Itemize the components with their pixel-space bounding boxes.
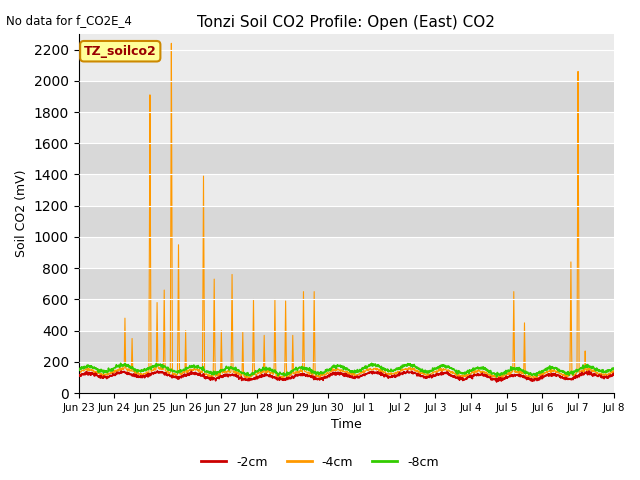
Bar [79,112,614,143]
Bar [79,206,614,237]
Text: TZ_soilco2: TZ_soilco2 [84,45,157,58]
Title: Tonzi Soil CO2 Profile: Open (East) CO2: Tonzi Soil CO2 Profile: Open (East) CO2 [197,15,495,30]
Bar [79,300,614,331]
Legend: -2cm, -4cm, -8cm: -2cm, -4cm, -8cm [196,451,444,474]
Bar [79,331,614,362]
Bar [79,49,614,81]
Bar [79,237,614,268]
Bar [79,143,614,175]
Bar [79,362,614,393]
Bar [79,268,614,300]
X-axis label: Time: Time [331,419,362,432]
Text: No data for f_CO2E_4: No data for f_CO2E_4 [6,14,132,27]
Bar [79,175,614,206]
Y-axis label: Soil CO2 (mV): Soil CO2 (mV) [15,170,28,257]
Bar [79,81,614,112]
